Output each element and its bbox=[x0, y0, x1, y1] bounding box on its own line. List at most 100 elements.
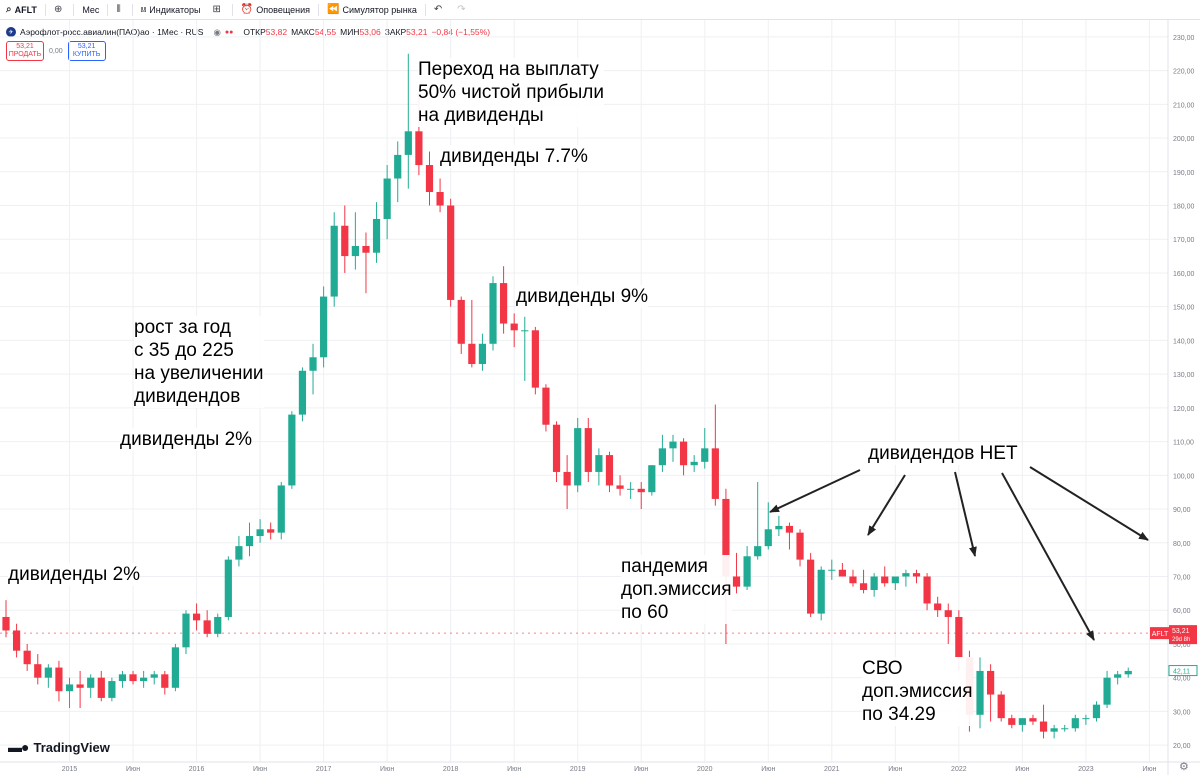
annotation-line: дивиденды 2% bbox=[8, 564, 141, 585]
candle-body bbox=[976, 670, 984, 715]
replay-button[interactable]: ⏪ Симулятор рынка bbox=[321, 0, 423, 20]
toolbar-divider bbox=[107, 3, 109, 16]
candle-body bbox=[76, 684, 84, 688]
open-value: 53,82 bbox=[265, 27, 288, 37]
x-tick-label: Июн bbox=[1142, 766, 1156, 773]
candle-body bbox=[775, 525, 783, 530]
candle-body bbox=[923, 576, 931, 604]
candle-body bbox=[648, 465, 656, 493]
secondary-price-text: 42,11 bbox=[1173, 669, 1190, 676]
candle-body bbox=[447, 205, 455, 300]
candle-body bbox=[658, 448, 667, 466]
y-tick-label: 30,00 bbox=[1173, 709, 1191, 716]
indicators-label: Индикаторы bbox=[149, 4, 201, 15]
high-label: МАКС bbox=[291, 27, 315, 37]
annotation-line: на увеличении bbox=[134, 363, 264, 384]
change-value: −0,84 (−1,55%) bbox=[431, 27, 491, 37]
candle-body bbox=[1039, 721, 1048, 732]
candle-body bbox=[637, 488, 645, 493]
candle-body bbox=[341, 225, 349, 257]
alerts-label: Оповещения bbox=[256, 4, 311, 15]
y-tick-label: 90,00 bbox=[1173, 507, 1191, 514]
annotation-line: по 34.29 bbox=[862, 704, 936, 725]
candle-body bbox=[372, 218, 381, 253]
annotation-dividends-9: дивиденды 9% bbox=[516, 285, 649, 308]
candle-body bbox=[298, 370, 307, 415]
sell-button[interactable]: 53,21 ПРОДАТЬ bbox=[6, 41, 44, 61]
compare-button[interactable]: ⊕ bbox=[48, 0, 71, 20]
symbol-logo-icon: ✈ bbox=[6, 27, 16, 37]
candle-body bbox=[140, 677, 148, 682]
eye-icon[interactable]: ◉ bbox=[213, 26, 221, 37]
annotation-line: с 35 до 225 bbox=[134, 340, 234, 361]
candle-body bbox=[743, 556, 751, 587]
annotation-dividends-2-b: дивиденды 2% bbox=[8, 563, 141, 586]
candle-body bbox=[552, 424, 561, 472]
y-tick-label: 140,00 bbox=[1173, 338, 1195, 345]
candle-body bbox=[214, 616, 222, 634]
x-tick-label: 2023 bbox=[1078, 766, 1094, 773]
gear-icon[interactable]: ⚙ bbox=[1179, 761, 1189, 773]
x-tick-label: Июн bbox=[380, 766, 394, 773]
y-tick-label: 190,00 bbox=[1173, 170, 1195, 177]
annotation-line: доп.эмиссия bbox=[621, 579, 732, 600]
x-tick-label: Июн bbox=[634, 766, 648, 773]
y-tick-label: 160,00 bbox=[1173, 271, 1195, 278]
candle-body bbox=[415, 131, 423, 166]
annotation-arrows bbox=[769, 466, 1149, 641]
candle-body bbox=[891, 576, 899, 584]
y-tick-label: 40,00 bbox=[1173, 676, 1191, 683]
candle-body bbox=[764, 529, 772, 547]
annotation-line: доп.эмиссия bbox=[862, 681, 973, 702]
annotation-arrow bbox=[769, 469, 861, 513]
symbol-search-button[interactable]: ⌕ AFLT bbox=[0, 0, 43, 20]
x-tick-label: Июн bbox=[126, 766, 140, 773]
annotation-line: пандемия bbox=[621, 556, 708, 577]
annotation-line: на дивиденды bbox=[418, 105, 544, 126]
candle-body bbox=[161, 674, 169, 688]
redo-icon: ↷ bbox=[457, 4, 466, 15]
candle-body bbox=[616, 485, 624, 489]
spread-value: 0,00 bbox=[49, 47, 63, 55]
candle-body bbox=[574, 428, 582, 486]
high-value: 54,55 bbox=[314, 27, 337, 37]
x-tick-label: Июн bbox=[507, 766, 521, 773]
redo-button[interactable]: ↷ bbox=[451, 0, 474, 20]
candle-body bbox=[1018, 718, 1026, 725]
candle-body bbox=[902, 573, 910, 577]
interval-button[interactable]: Мес bbox=[76, 0, 105, 20]
y-tick-label: 120,00 bbox=[1173, 406, 1195, 413]
undo-button[interactable]: ↶ bbox=[428, 0, 451, 20]
candle-body bbox=[669, 441, 677, 449]
candle-body bbox=[584, 428, 592, 472]
y-tick-label: 180,00 bbox=[1173, 204, 1195, 211]
indicators-button[interactable]: ⩏ Индикаторы bbox=[135, 0, 207, 20]
candle-body bbox=[934, 603, 942, 611]
open-label: ОТКР bbox=[243, 27, 266, 37]
chart-type-button[interactable]: ⫴ bbox=[110, 0, 129, 20]
tradingview-logo: ▬● TradingView bbox=[8, 739, 110, 755]
annotation-dividends-2-a: дивиденды 2% bbox=[120, 428, 253, 451]
y-tick-label: 110,00 bbox=[1173, 440, 1194, 447]
candle-body bbox=[732, 576, 741, 587]
y-tick-label: 80,00 bbox=[1173, 541, 1191, 548]
y-tick-label: 170,00 bbox=[1173, 237, 1195, 244]
candle-body bbox=[838, 569, 846, 577]
alerts-button[interactable]: ⏰ Оповещения bbox=[235, 0, 316, 20]
buy-button[interactable]: 53,21 КУПИТЬ bbox=[67, 41, 106, 61]
candle-body bbox=[34, 664, 42, 678]
buy-label: КУПИТЬ bbox=[72, 51, 101, 58]
candle-body bbox=[351, 245, 359, 257]
rewind-icon: ⏪ bbox=[327, 4, 340, 15]
symbol-tag bbox=[1150, 627, 1170, 640]
annotation-line: СВО bbox=[862, 658, 903, 679]
candle-body bbox=[1050, 728, 1058, 732]
candle-body bbox=[436, 192, 444, 206]
toolbar-divider bbox=[73, 3, 75, 16]
layouts-button[interactable]: ⊞ bbox=[206, 0, 229, 20]
candle-body bbox=[12, 630, 21, 651]
candle-body bbox=[55, 667, 63, 692]
annotation-arrow bbox=[1001, 472, 1095, 641]
candle-body bbox=[701, 448, 709, 462]
candle-body bbox=[489, 283, 497, 344]
